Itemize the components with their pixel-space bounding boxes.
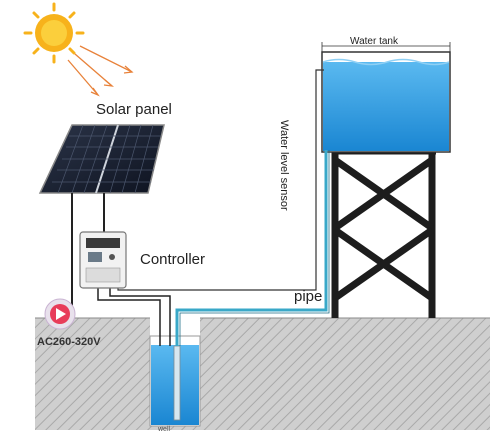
pipe-label: pipe — [294, 288, 323, 305]
controller-label: Controller — [140, 251, 206, 268]
well — [149, 335, 201, 427]
ground — [35, 317, 490, 430]
ac-power-icon — [44, 298, 76, 330]
water-tank-label: Water tank — [350, 36, 398, 47]
controller-icon — [79, 231, 127, 289]
water-pipe — [175, 150, 328, 346]
tank-dimension-line — [321, 42, 451, 52]
voltage-label: AC260-320V — [37, 336, 101, 348]
sun-ray-arrows — [67, 45, 134, 97]
water-level-sensor-label: Water level sensor — [278, 120, 290, 211]
water-tower — [331, 149, 436, 318]
panel-cables — [71, 193, 105, 320]
pump-cables — [97, 285, 171, 346]
solar-panel-icon — [38, 124, 165, 194]
water-tank — [321, 51, 451, 153]
solar-panel-label: Solar panel — [96, 101, 172, 118]
sun-icon — [23, 2, 85, 64]
well-label: well — [158, 426, 171, 433]
pipe-inner — [179, 150, 330, 346]
